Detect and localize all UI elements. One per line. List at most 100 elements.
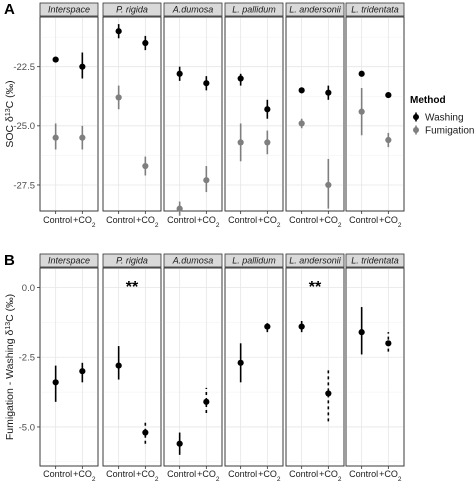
x-tick-label-co2-subscript: 2 — [92, 222, 96, 229]
x-tick-label-co2-subscript: 2 — [216, 476, 220, 482]
x-tick-label-co2-main: +CO — [258, 215, 277, 225]
data-point-difference — [142, 429, 149, 436]
facet-plot-area — [163, 267, 223, 467]
x-tick-label-co2: +CO2 — [319, 215, 342, 229]
y-axis-title-part: C (‰) — [4, 80, 16, 108]
facet-border — [163, 267, 223, 467]
y-tick-label: -25.0 — [13, 121, 35, 132]
x-tick-label-co2: +CO2 — [258, 469, 281, 482]
x-tick-label-control: Control — [167, 215, 196, 225]
data-point-washing — [115, 28, 122, 35]
facet-l-tridentata: L. tridentata Control +CO2 — [345, 253, 405, 482]
x-tick-label-control: Control — [289, 469, 318, 479]
x-tick-label-control: Control — [43, 215, 72, 225]
y-axis-title: Fumigation - Washing δ13C (‰) — [4, 294, 16, 440]
facet-border — [345, 267, 405, 467]
facet-strip — [102, 253, 162, 268]
data-point-washing — [79, 63, 86, 70]
facet-strip — [345, 253, 405, 268]
x-tick-label-control: Control — [228, 215, 257, 225]
data-point-washing — [52, 56, 59, 63]
data-point-difference — [358, 329, 365, 336]
panel-tag: B — [4, 252, 15, 269]
facet-strip — [39, 2, 99, 17]
data-point-difference — [115, 362, 122, 369]
data-point-washing — [237, 75, 244, 82]
legend: Method Washing Fumigation — [410, 95, 474, 137]
data-point-difference — [237, 359, 244, 366]
data-point-washing — [358, 70, 365, 77]
x-tick-label-control: Control — [106, 469, 135, 479]
facet-plot-area — [224, 16, 284, 212]
facet-plot-area — [39, 267, 99, 467]
data-point-fumigation — [52, 134, 59, 141]
facet-strip-label: L. tridentata — [351, 5, 399, 15]
data-point-fumigation — [237, 139, 244, 146]
facet-l-pallidum: L. pallidum Control +CO2 — [224, 2, 284, 229]
x-tick-label-co2-main: +CO — [319, 469, 338, 479]
y-axis-title-part: C (‰) — [4, 294, 16, 322]
facet-l-pallidum: L. pallidum Control +CO2 — [224, 253, 284, 482]
data-point-washing — [298, 87, 305, 94]
x-tick-label-control: Control — [349, 215, 378, 225]
facet-plot-area — [102, 16, 162, 212]
x-tick-label-co2-main: +CO — [136, 469, 155, 479]
facet-strip — [163, 253, 223, 268]
y-tick-label: -2.5 — [19, 353, 35, 364]
x-tick-label-co2-subscript: 2 — [277, 222, 281, 229]
data-point-difference — [52, 379, 59, 386]
x-tick-label-co2: +CO2 — [197, 215, 220, 229]
facet-p-rigida: P. rigida Control +CO2 — [102, 2, 162, 229]
facet-strip — [39, 253, 99, 268]
facet-strip-label: A.dumosa — [172, 5, 214, 15]
facet-strip — [345, 2, 405, 17]
x-tick-label-co2-main: +CO — [379, 215, 398, 225]
legend-title: Method — [410, 95, 446, 106]
x-tick-label-co2-subscript: 2 — [338, 476, 342, 482]
y-tick-label: -22.5 — [13, 62, 35, 73]
x-tick-label-control: Control — [228, 469, 257, 479]
y-tick-label: 0.0 — [22, 283, 35, 294]
legend-label: Fumigation — [425, 126, 474, 137]
y-axis-title-superscript: 13 — [5, 108, 12, 116]
facet-l-andersonii: L. andersonii Control +CO2 ** — [285, 253, 345, 482]
x-tick-label-co2-main: +CO — [136, 215, 155, 225]
x-tick-label-co2-subscript: 2 — [92, 476, 96, 482]
x-tick-label-co2: +CO2 — [73, 469, 96, 482]
facet-plot-area — [102, 267, 162, 467]
facet-a-dumosa: A.dumosa Control +CO2 — [163, 253, 223, 482]
data-point-fumigation — [358, 108, 365, 115]
data-point-washing — [142, 39, 149, 47]
facet-l-andersonii: L. andersonii Control +CO2 — [285, 2, 345, 229]
x-tick-label-co2: +CO2 — [136, 469, 159, 482]
y-tick-label: -5.0 — [19, 422, 35, 433]
chart-panel-a: A SOC δ13C (‰) -22.5 -25.0 -27.5 Interspace Co… — [4, 1, 474, 229]
x-tick-label-control: Control — [106, 215, 135, 225]
facet-plot-area — [163, 16, 223, 212]
facet-plot-area — [285, 267, 345, 467]
data-point-difference — [176, 440, 183, 447]
data-point-fumigation — [115, 94, 122, 101]
y-tick-label: -27.5 — [13, 180, 35, 191]
x-tick-label-co2-main: +CO — [319, 215, 338, 225]
x-tick-label-co2-subscript: 2 — [155, 222, 159, 229]
facet-strip-label: Interspace — [48, 5, 90, 15]
data-point-washing — [264, 106, 271, 113]
facet-border — [39, 16, 99, 212]
legend-label: Washing — [425, 113, 464, 124]
x-tick-label-co2-main: +CO — [197, 469, 216, 479]
x-tick-label-co2-subscript: 2 — [155, 476, 159, 482]
y-axis-title-part: Fumigation - Washing δ — [4, 329, 16, 440]
x-tick-label-co2-main: +CO — [258, 469, 277, 479]
x-tick-label-co2-subscript: 2 — [398, 476, 402, 482]
x-tick-label-control: Control — [167, 469, 196, 479]
significance-marker: ** — [126, 279, 139, 296]
x-tick-label-co2-main: +CO — [73, 215, 92, 225]
facet-a-dumosa: A.dumosa Control +CO2 — [163, 2, 223, 229]
facet-plot-area — [39, 16, 99, 212]
significance-marker: ** — [309, 279, 322, 296]
x-tick-label-co2-subscript: 2 — [338, 222, 342, 229]
facet-strip — [224, 2, 284, 17]
data-point-fumigation — [79, 134, 86, 141]
data-point-fumigation — [298, 120, 305, 127]
